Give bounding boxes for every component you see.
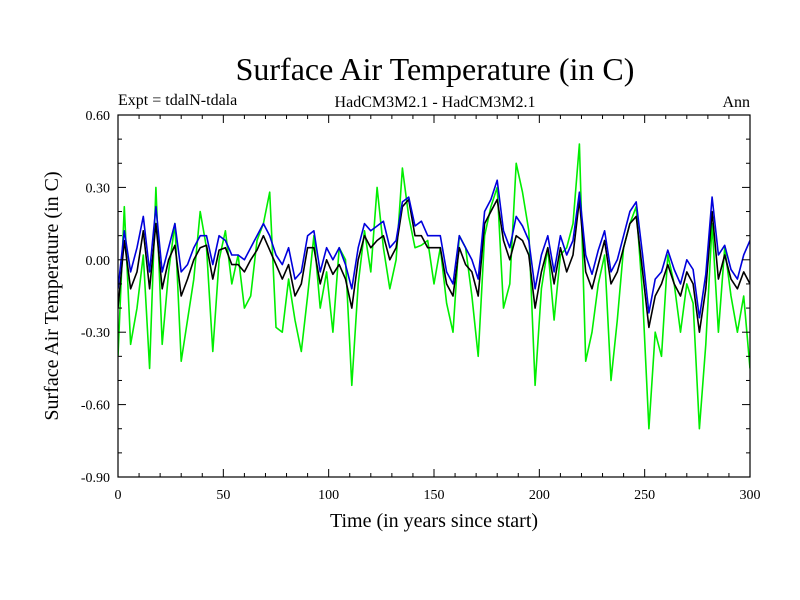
x-tick-labels: 0 50 100 150 200 250 300 <box>115 488 761 503</box>
series-line-3 <box>118 179 750 319</box>
chart-title: Surface Air Temperature (in C) <box>236 51 635 87</box>
x-tick-label: 150 <box>424 488 445 503</box>
y-tick-label: -0.90 <box>81 471 110 486</box>
experiment-label: Expt = tdalN-tdala <box>118 92 237 109</box>
y-tick-label: -0.30 <box>81 326 110 341</box>
x-tick-label: 200 <box>529 488 550 503</box>
y-tick-label: 0.60 <box>86 109 111 124</box>
x-axis-label: Time (in years since start) <box>330 510 538 532</box>
series-line-1 <box>118 143 750 430</box>
y-tick-label: 0.00 <box>86 254 111 269</box>
y-tick-label: 0.30 <box>86 181 111 196</box>
x-tick-label: 300 <box>740 488 761 503</box>
tick-marks <box>117 114 751 478</box>
model-comparison-label: HadCM3M2.1 - HadCM3M2.1 <box>335 94 536 111</box>
series-layer <box>118 143 750 430</box>
y-tick-labels: -0.90 -0.60 -0.30 0.00 0.30 0.60 <box>81 109 110 486</box>
x-tick-label: 250 <box>634 488 655 503</box>
season-label: Ann <box>722 94 750 111</box>
y-axis-label: Surface Air Temperature (in C) <box>41 171 63 420</box>
x-tick-label: 50 <box>216 488 230 503</box>
x-tick-label: 100 <box>318 488 339 503</box>
x-tick-label: 0 <box>115 488 122 503</box>
y-tick-label: -0.60 <box>81 399 110 414</box>
series-line-2 <box>118 198 750 334</box>
